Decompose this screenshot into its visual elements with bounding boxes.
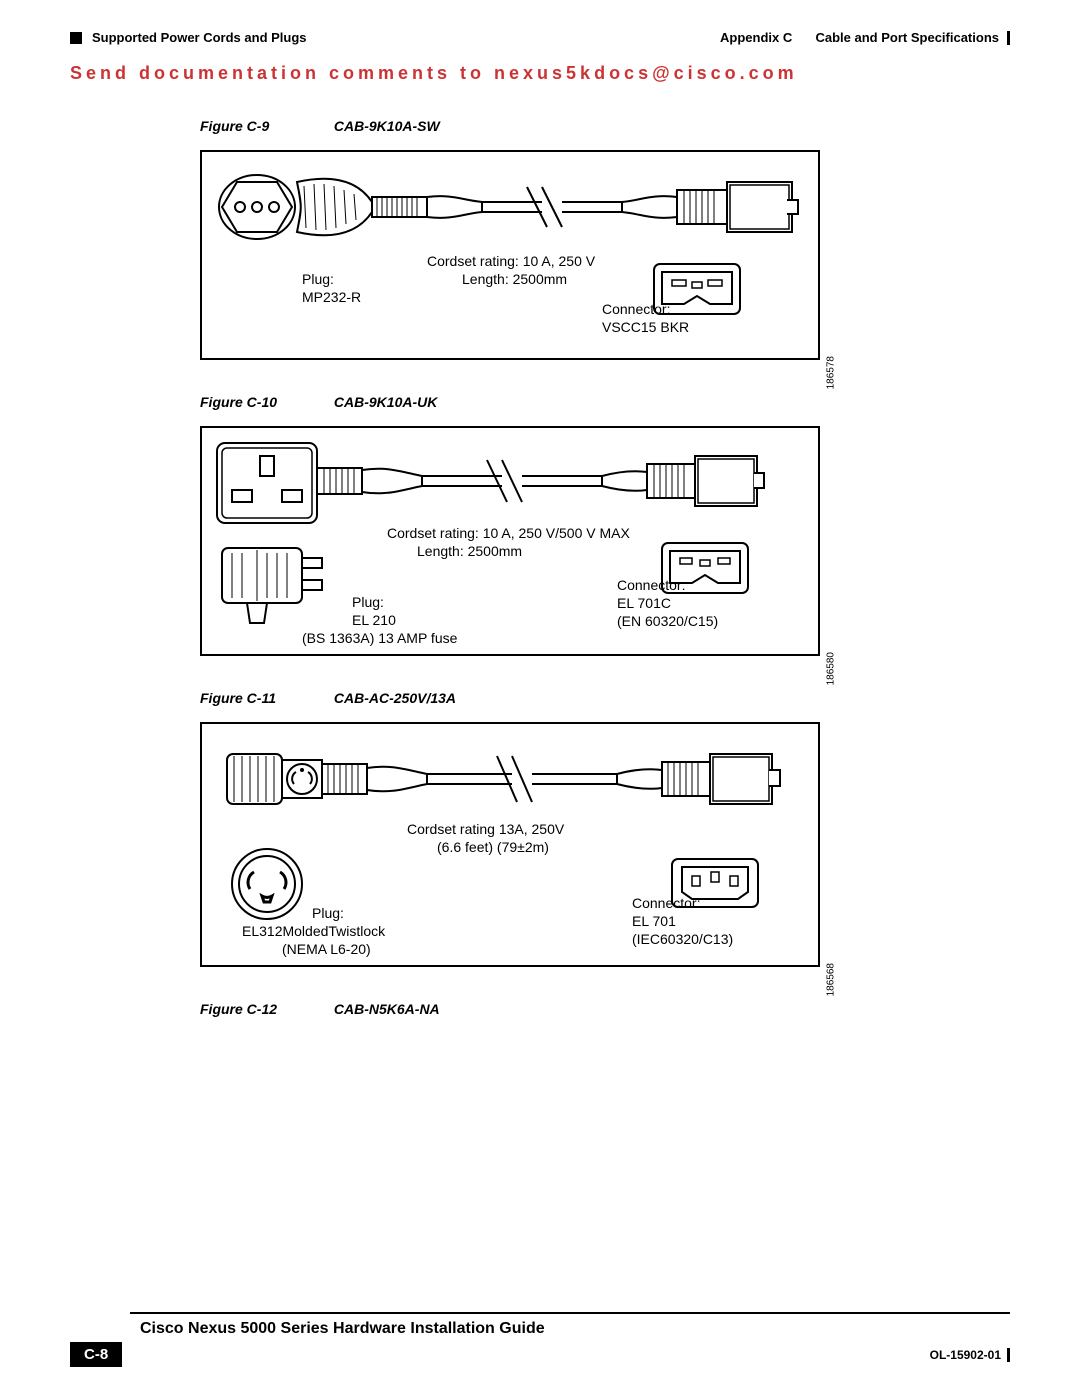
plug-label: Plug: [312, 904, 344, 922]
comments-banner: Send documentation comments to nexus5kdo… [70, 63, 1010, 84]
cordset-rating: Cordset rating 13A, 250V [407, 820, 564, 838]
figure-title: CAB-9K10A-SW [334, 118, 440, 134]
figure-title: CAB-AC-250V/13A [334, 690, 456, 706]
header-right: Appendix C Cable and Port Specifications [720, 30, 1010, 45]
appendix-title: Cable and Port Specifications [816, 30, 1000, 45]
figure-id: 186578 [825, 356, 836, 389]
figure-box-c11: Cordset rating 13A, 250V (6.6 feet) (79±… [200, 722, 820, 967]
plug-name2: (NEMA L6-20) [282, 940, 371, 958]
length-label: Length: 2500mm [462, 270, 567, 288]
figure-caption-c12: Figure C-12 CAB-N5K6A-NA [200, 1001, 990, 1017]
figure-caption-c9: Figure C-9 CAB-9K10A-SW [200, 118, 990, 134]
page-header: Supported Power Cords and Plugs Appendix… [70, 30, 1010, 45]
figure-number: Figure C-12 [200, 1001, 330, 1017]
connector-name2: (IEC60320/C13) [632, 930, 733, 948]
header-bar-icon [1007, 31, 1010, 45]
appendix-label: Appendix C [720, 30, 792, 45]
connector-label: Connector: [617, 576, 685, 594]
doc-number: OL-15902-01 [930, 1348, 1001, 1362]
connector-name1: EL 701 [632, 912, 676, 930]
footer-guide-title: Cisco Nexus 5000 Series Hardware Install… [140, 1320, 1010, 1338]
figure-id: 186568 [825, 963, 836, 996]
plug-name1: EL312MoldedTwistlock [242, 922, 385, 940]
plug-name1: EL 210 [352, 611, 396, 629]
plug-label: Plug: [352, 593, 384, 611]
figure-id: 186580 [825, 652, 836, 685]
connector-name2: (EN 60320/C15) [617, 612, 718, 630]
length-label: Length: 2500mm [417, 542, 522, 560]
figure-caption-c10: Figure C-10 CAB-9K10A-UK [200, 394, 990, 410]
cordset-rating: Cordset rating: 10 A, 250 V [427, 252, 595, 270]
figure-number: Figure C-11 [200, 690, 330, 706]
connector-label: Connector: [602, 300, 670, 318]
figure-box-c10: Cordset rating: 10 A, 250 V/500 V MAX Le… [200, 426, 820, 656]
page: Supported Power Cords and Plugs Appendix… [0, 0, 1080, 1397]
page-number-badge: C-8 [70, 1342, 122, 1367]
connector-label: Connector: [632, 894, 700, 912]
page-footer: Cisco Nexus 5000 Series Hardware Install… [70, 1312, 1010, 1367]
figure-number: Figure C-9 [200, 118, 330, 134]
footer-doc-id: OL-15902-01 [930, 1348, 1010, 1362]
content-area: Figure C-9 CAB-9K10A-SW [70, 118, 1010, 1017]
header-left: Supported Power Cords and Plugs [70, 30, 307, 45]
subsection-title: Supported Power Cords and Plugs [92, 30, 307, 45]
connector-name1: EL 701C [617, 594, 671, 612]
plug-label: Plug: [302, 270, 334, 288]
cordset-rating: Cordset rating: 10 A, 250 V/500 V MAX [387, 524, 630, 542]
figure-title: CAB-9K10A-UK [334, 394, 437, 410]
footer-bar-icon [1007, 1348, 1010, 1362]
length-label: (6.6 feet) (79±2m) [437, 838, 549, 856]
figure-number: Figure C-10 [200, 394, 330, 410]
footer-rule [130, 1312, 1010, 1314]
figure-box-c9: Cordset rating: 10 A, 250 V Length: 2500… [200, 150, 820, 360]
connector-name: VSCC15 BKR [602, 318, 689, 336]
plug-name: MP232-R [302, 288, 361, 306]
figure-caption-c11: Figure C-11 CAB-AC-250V/13A [200, 690, 990, 706]
figure-title: CAB-N5K6A-NA [334, 1001, 440, 1017]
plug-name2: (BS 1363A) 13 AMP fuse [302, 629, 457, 647]
bullet-icon [70, 32, 82, 44]
